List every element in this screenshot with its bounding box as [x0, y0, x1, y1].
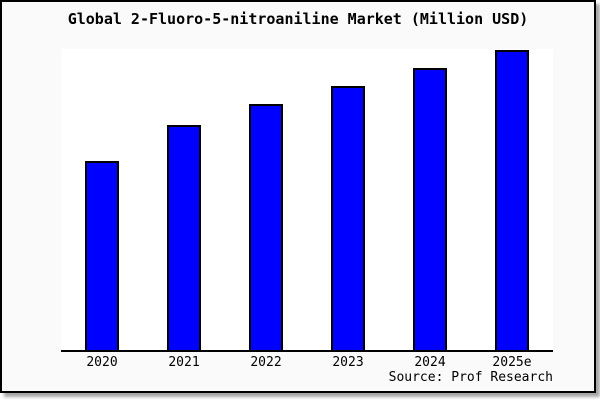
- x-tick-label-2021: 2021: [168, 355, 200, 370]
- bar-2021: [167, 125, 201, 350]
- x-tick-label-2024: 2024: [414, 355, 446, 370]
- chart-title: Global 2-Fluoro-5-nitroaniline Market (M…: [67, 10, 529, 28]
- bar-2023: [331, 86, 365, 350]
- x-tick-label-2022: 2022: [250, 355, 282, 370]
- bar-2022: [249, 104, 283, 350]
- chart-frame: Global 2-Fluoro-5-nitroaniline Market (M…: [0, 0, 596, 393]
- x-tick-label-2023: 2023: [332, 355, 364, 370]
- x-tick-label-2020: 2020: [86, 355, 118, 370]
- bar-2025e: [495, 50, 529, 350]
- plot-area: [61, 49, 553, 352]
- x-tick-label-2025e: 2025e: [492, 355, 532, 370]
- x-axis-labels: 2020 2021 2022 2023 2024 2025e: [61, 355, 553, 370]
- bar-2024: [413, 68, 447, 350]
- source-credit: Source: Prof Research: [388, 370, 553, 385]
- bar-2020: [85, 161, 119, 350]
